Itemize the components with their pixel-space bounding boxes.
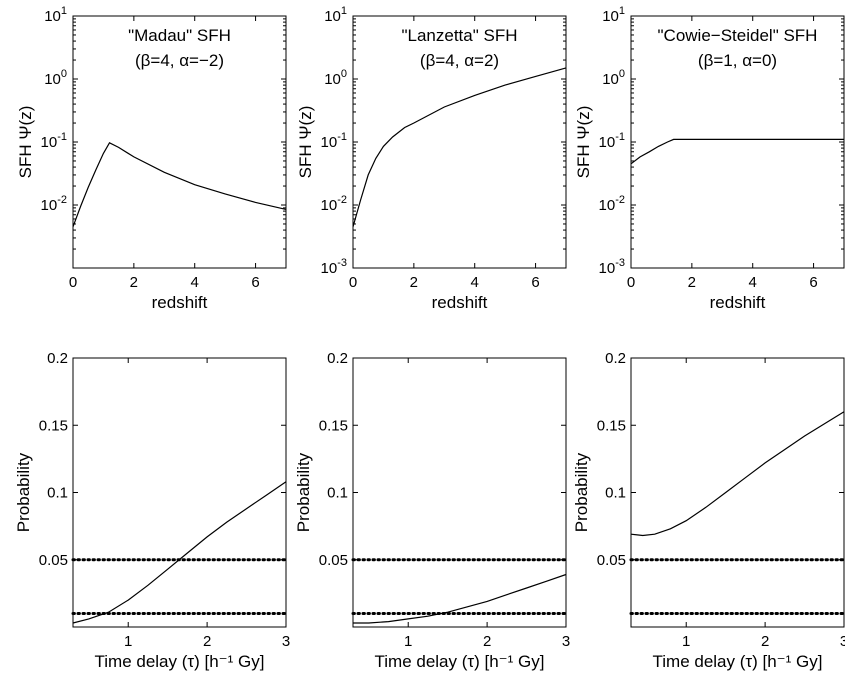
y-tick-label: 10-2: [41, 194, 67, 214]
x-axis-label: Time delay (τ) [h⁻¹ Gy]: [653, 652, 823, 671]
y-axis-label: Probability: [14, 452, 33, 532]
y-tick-label: 10-1: [599, 131, 625, 151]
panel-top-middle: 0 2 4 6 10-3 10-2 10-1 100 101 redshift SFH Ψ(z) "L…: [296, 5, 566, 312]
x-tick-label: 1: [124, 633, 132, 650]
y-tick-label: 0.2: [327, 350, 348, 367]
x-tick-label: 2: [761, 633, 769, 650]
series-line: [631, 139, 844, 163]
x-tick-label: 6: [809, 274, 817, 291]
y-tick-label: 0.05: [39, 552, 68, 569]
plot-frame: [631, 358, 844, 627]
y-tick-label: 10-1: [321, 131, 347, 151]
y-tick-label: 101: [324, 5, 347, 25]
y-tick-label: 100: [602, 68, 625, 88]
y-tick-label: 10-2: [321, 194, 347, 214]
panel-bottom-middle: 1 2 3 0.05 0.1 0.15 0.2 Time delay (τ) [h⁻¹ Gy]…: [294, 350, 570, 671]
y-tick-label: 10-3: [321, 257, 347, 277]
x-tick-label: 4: [749, 274, 757, 291]
y-tick-label: 100: [44, 68, 67, 88]
y-tick-label: 0.15: [319, 417, 348, 434]
panel-title: "Cowie−Steidel" SFH: [658, 26, 818, 45]
x-tick-label: 1: [682, 633, 690, 650]
x-tick-label: 0: [69, 274, 77, 291]
x-tick-label: 4: [471, 274, 479, 291]
x-tick-label: 3: [562, 633, 570, 650]
y-axis-label: Probability: [572, 452, 591, 532]
y-tick-label: 0.05: [319, 552, 348, 569]
y-tick-label: 10-2: [599, 194, 625, 214]
y-axis-label: SFH Ψ(z): [16, 106, 35, 179]
y-tick-label: 0.15: [39, 417, 68, 434]
panel-bottom-right: 1 2 3 0.05 0.1 0.15 0.2 Time delay (τ) [h⁻¹ Gy]…: [572, 350, 845, 671]
plot-frame: [73, 358, 286, 627]
x-tick-label: 2: [483, 633, 491, 650]
x-tick-label: 3: [282, 633, 290, 650]
panel-title: "Madau" SFH: [128, 26, 231, 45]
y-tick-label: 0.05: [597, 552, 626, 569]
y-tick-label: 0.15: [597, 417, 626, 434]
x-axis-label: Time delay (τ) [h⁻¹ Gy]: [95, 652, 265, 671]
y-tick-label: 0.2: [47, 350, 68, 367]
x-axis-label: Time delay (τ) [h⁻¹ Gy]: [375, 652, 545, 671]
x-tick-label: 0: [627, 274, 635, 291]
y-axis-label: Probability: [294, 452, 313, 532]
x-tick-label: 2: [410, 274, 418, 291]
x-tick-label: 2: [688, 274, 696, 291]
x-tick-label: 3: [840, 633, 845, 650]
panel-subtitle: (β=1, α=0): [698, 51, 777, 70]
panel-subtitle: (β=4, α=2): [420, 51, 499, 70]
x-tick-label: 2: [203, 633, 211, 650]
panel-subtitle: (β=4, α=−2): [135, 51, 224, 70]
series-line: [73, 143, 286, 227]
plot-frame: [353, 358, 566, 627]
series-line: [353, 68, 566, 227]
x-tick-label: 0: [349, 274, 357, 291]
y-tick-label: 10-1: [41, 131, 67, 151]
y-tick-label: 0.1: [605, 485, 626, 502]
x-axis-label: redshift: [152, 293, 208, 312]
series-line: [353, 575, 566, 624]
x-axis-label: redshift: [432, 293, 488, 312]
series-line: [631, 412, 844, 536]
x-tick-label: 1: [404, 633, 412, 650]
y-tick-label: 100: [324, 68, 347, 88]
x-tick-label: 6: [531, 274, 539, 291]
series-line: [73, 482, 286, 623]
y-axis-label: SFH Ψ(z): [296, 106, 315, 179]
y-tick-label: 0.1: [327, 485, 348, 502]
y-tick-label: 101: [602, 5, 625, 25]
x-axis-label: redshift: [710, 293, 766, 312]
y-tick-label: 101: [44, 5, 67, 25]
panel-top-left: 0 2 4 6 10-2 10-1 100 101 redshift SFH Ψ(z) "Madau…: [16, 5, 286, 312]
x-tick-label: 6: [251, 274, 259, 291]
y-tick-label: 10-3: [599, 257, 625, 277]
panel-top-right: 0 2 4 6 10-3 10-2 10-1 100 101 redshift SFH Ψ(z) "C…: [574, 5, 844, 312]
panel-bottom-left: 1 2 3 0.05 0.1 0.15 0.2 Time delay (τ) [h⁻¹ Gy]…: [14, 350, 290, 671]
y-tick-label: 0.2: [605, 350, 626, 367]
x-tick-label: 4: [191, 274, 199, 291]
panel-title: "Lanzetta" SFH: [401, 26, 517, 45]
y-axis-label: SFH Ψ(z): [574, 106, 593, 179]
x-tick-label: 2: [130, 274, 138, 291]
y-tick-label: 0.1: [47, 485, 68, 502]
